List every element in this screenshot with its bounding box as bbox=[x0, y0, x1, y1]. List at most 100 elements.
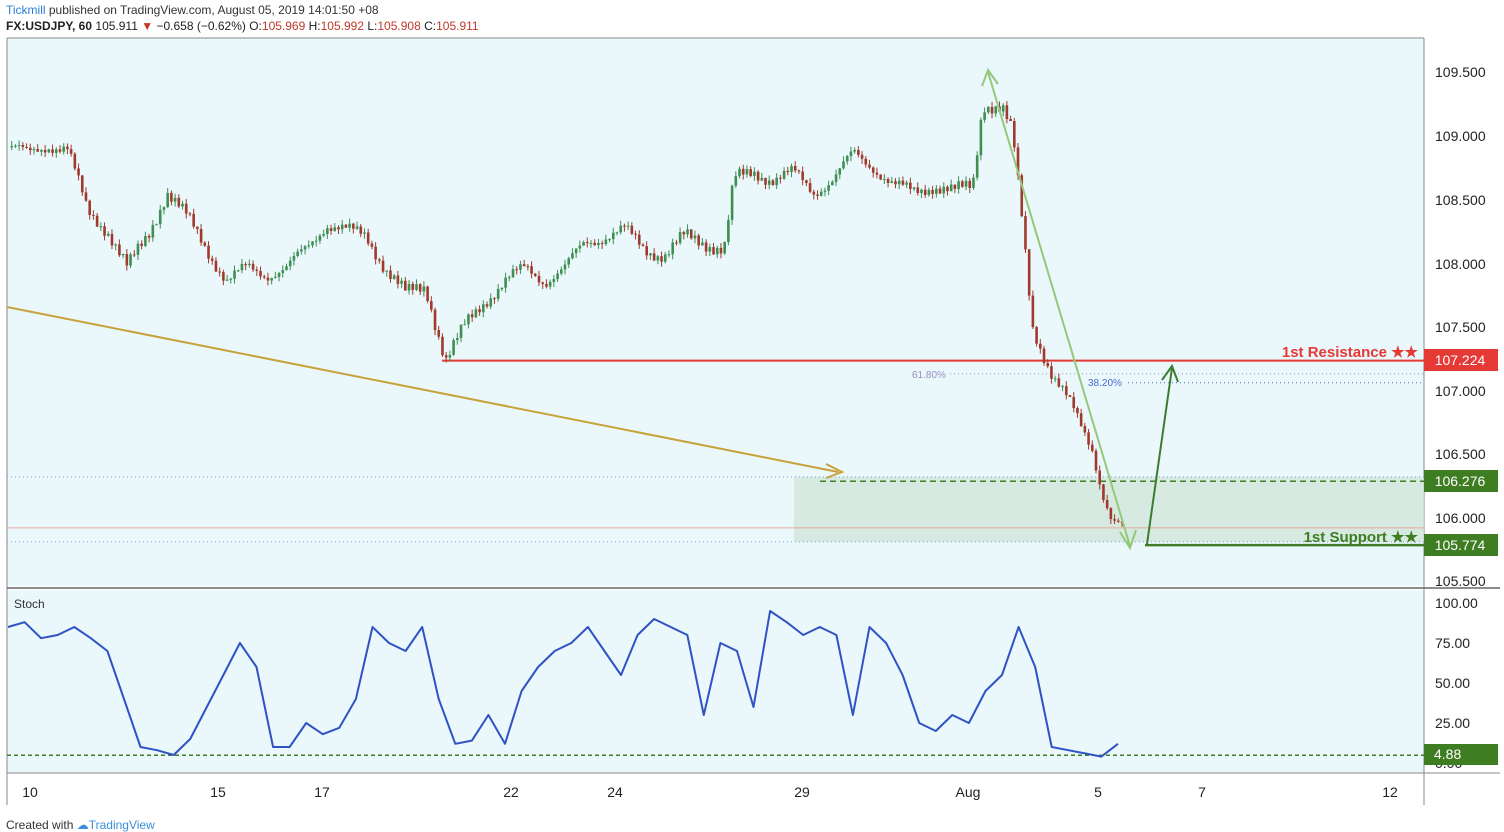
candle-body bbox=[522, 264, 526, 267]
candle-body bbox=[1039, 343, 1042, 349]
arrows-layer bbox=[6, 67, 1179, 551]
x-tick: 24 bbox=[607, 784, 623, 800]
candle-body bbox=[701, 242, 704, 246]
fib-arrow-line bbox=[987, 71, 1131, 547]
candle-body bbox=[400, 280, 403, 284]
candle-body bbox=[1053, 378, 1057, 380]
candle-body bbox=[106, 233, 110, 236]
publisher-header: Tickmill published on TradingView.com, A… bbox=[6, 3, 379, 17]
tradingview-brand[interactable]: TradingView bbox=[88, 818, 155, 832]
candle-body bbox=[210, 258, 214, 261]
candle-body bbox=[886, 179, 890, 183]
candle-body bbox=[500, 287, 504, 290]
candle-body bbox=[704, 242, 708, 252]
candle-body bbox=[344, 224, 348, 228]
fib-arrow-head-bottom bbox=[1119, 529, 1137, 551]
stoch-pane[interactable] bbox=[7, 590, 1424, 773]
candle-body bbox=[88, 200, 91, 215]
candle-body bbox=[749, 169, 752, 176]
candle-body bbox=[474, 309, 478, 318]
candle-body bbox=[957, 181, 960, 189]
candle-body bbox=[203, 242, 207, 246]
stoch-level-label: 4.88 bbox=[1434, 746, 1461, 762]
candle-body bbox=[741, 168, 745, 175]
candle-body bbox=[370, 243, 374, 247]
candle-body bbox=[559, 269, 563, 274]
candle-body bbox=[860, 154, 864, 159]
candle-body bbox=[611, 232, 615, 240]
projection-arrow-line bbox=[6, 306, 839, 473]
candle-body bbox=[1083, 426, 1087, 433]
candle-body bbox=[151, 224, 155, 238]
candle-body bbox=[987, 106, 990, 113]
candle-body bbox=[901, 180, 905, 185]
candle-body bbox=[946, 186, 949, 192]
candle-body bbox=[478, 309, 481, 313]
symbol-label[interactable]: FX:USDJPY, 60 bbox=[6, 19, 93, 33]
candle-body bbox=[314, 240, 318, 242]
candle-body bbox=[1087, 432, 1090, 445]
candle-body bbox=[953, 184, 957, 189]
candle-body bbox=[697, 235, 700, 246]
candle-body bbox=[25, 146, 28, 148]
candle-body bbox=[114, 244, 117, 246]
candle-body bbox=[140, 243, 143, 246]
candle-body bbox=[170, 192, 173, 202]
candle-body bbox=[875, 172, 879, 175]
candle-body bbox=[166, 192, 169, 208]
high-label: H: bbox=[308, 19, 321, 33]
candle-body bbox=[649, 253, 652, 256]
x-tick: 5 bbox=[1094, 784, 1102, 800]
y-tick: 108.500 bbox=[1435, 192, 1486, 208]
candle-body bbox=[1098, 470, 1102, 485]
low-label: L: bbox=[367, 19, 378, 33]
candle-body bbox=[1090, 444, 1094, 451]
candle-body bbox=[418, 284, 422, 292]
candle-body bbox=[935, 188, 938, 194]
candle-body bbox=[608, 239, 611, 241]
footer: Created with ☁TradingView bbox=[6, 818, 155, 832]
candle-body bbox=[296, 251, 299, 256]
candle-body bbox=[184, 203, 188, 214]
candle-body bbox=[1116, 520, 1120, 522]
price-y-ticks: 109.500 109.000 108.500 108.000 107.500 … bbox=[1435, 64, 1486, 589]
price-axis[interactable] bbox=[1424, 38, 1500, 774]
candle-body bbox=[738, 168, 741, 177]
candle-body bbox=[604, 239, 608, 245]
candle-body bbox=[366, 232, 370, 244]
candle-body bbox=[819, 191, 823, 196]
candle-body bbox=[537, 275, 541, 283]
candle-body bbox=[961, 181, 964, 187]
published-text: published on TradingView.com, August 05,… bbox=[45, 3, 379, 17]
candle-body bbox=[615, 232, 619, 234]
tradingview-logo-icon: ☁ bbox=[76, 818, 89, 832]
candle-body bbox=[62, 146, 65, 152]
candle-body bbox=[567, 258, 571, 265]
open-value: 105.969 bbox=[261, 19, 306, 33]
candle-body bbox=[838, 168, 842, 175]
candle-body bbox=[719, 247, 723, 254]
candle-body bbox=[845, 156, 849, 162]
candle-body bbox=[812, 191, 816, 195]
candle-body bbox=[745, 169, 749, 175]
publisher-name[interactable]: Tickmill bbox=[6, 3, 46, 17]
candle-body bbox=[359, 226, 363, 234]
candle-body bbox=[964, 180, 968, 187]
candle-body bbox=[853, 149, 856, 152]
candle-body bbox=[630, 225, 634, 234]
candle-body bbox=[218, 271, 221, 273]
candle-body bbox=[779, 177, 782, 179]
candle-body bbox=[942, 186, 946, 194]
candle-body bbox=[504, 277, 507, 288]
candle-body bbox=[274, 276, 277, 278]
candle-body bbox=[797, 170, 801, 172]
candle-body bbox=[496, 289, 500, 299]
y-tick: 108.000 bbox=[1435, 256, 1486, 272]
candle-body bbox=[782, 170, 786, 179]
candle-body bbox=[337, 227, 340, 230]
price-change: −0.658 (−0.62%) bbox=[156, 19, 246, 33]
candle-body bbox=[17, 145, 21, 147]
candle-body bbox=[663, 254, 667, 262]
candle-body bbox=[92, 214, 95, 216]
